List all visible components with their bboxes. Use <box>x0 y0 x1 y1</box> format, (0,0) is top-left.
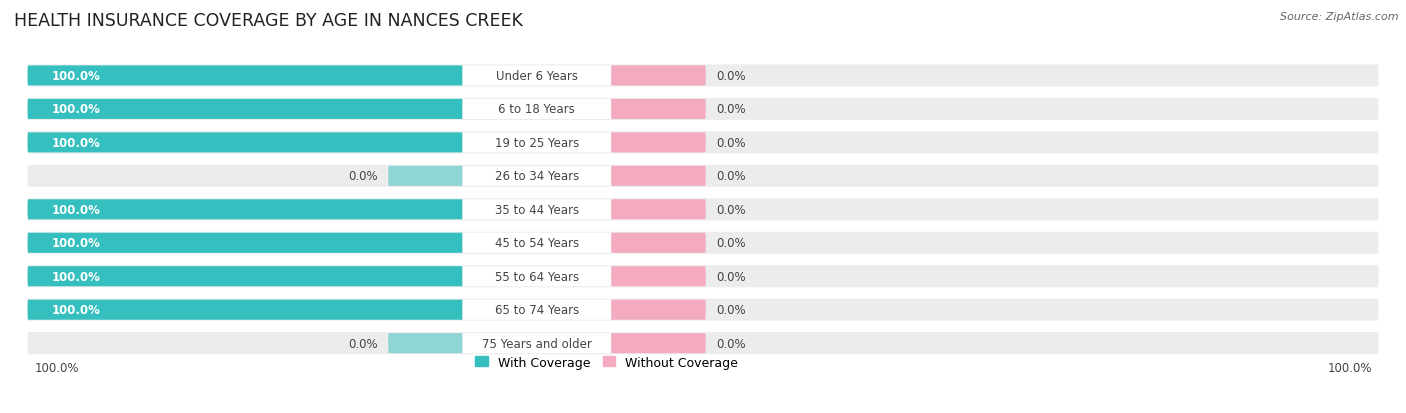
Text: 100.0%: 100.0% <box>52 103 101 116</box>
FancyBboxPatch shape <box>463 166 612 186</box>
Text: 19 to 25 Years: 19 to 25 Years <box>495 137 579 150</box>
Text: 0.0%: 0.0% <box>717 170 747 183</box>
Text: HEALTH INSURANCE COVERAGE BY AGE IN NANCES CREEK: HEALTH INSURANCE COVERAGE BY AGE IN NANC… <box>14 12 523 30</box>
FancyBboxPatch shape <box>463 266 612 287</box>
Text: 100.0%: 100.0% <box>1327 361 1372 374</box>
FancyBboxPatch shape <box>388 166 463 186</box>
FancyBboxPatch shape <box>463 233 612 253</box>
Text: 35 to 44 Years: 35 to 44 Years <box>495 203 579 216</box>
FancyBboxPatch shape <box>463 100 612 120</box>
Text: Under 6 Years: Under 6 Years <box>496 70 578 83</box>
Text: 0.0%: 0.0% <box>717 203 747 216</box>
Text: 0.0%: 0.0% <box>717 304 747 316</box>
FancyBboxPatch shape <box>612 333 706 354</box>
FancyBboxPatch shape <box>28 299 1378 321</box>
Text: 0.0%: 0.0% <box>717 103 747 116</box>
FancyBboxPatch shape <box>28 100 463 120</box>
FancyBboxPatch shape <box>28 165 1378 188</box>
FancyBboxPatch shape <box>28 133 463 153</box>
FancyBboxPatch shape <box>388 333 463 354</box>
FancyBboxPatch shape <box>28 233 463 253</box>
Text: 100.0%: 100.0% <box>52 203 101 216</box>
Text: 0.0%: 0.0% <box>717 270 747 283</box>
FancyBboxPatch shape <box>28 232 1378 254</box>
Text: 0.0%: 0.0% <box>347 337 377 350</box>
FancyBboxPatch shape <box>28 65 1378 87</box>
FancyBboxPatch shape <box>612 300 706 320</box>
Text: 100.0%: 100.0% <box>52 304 101 316</box>
FancyBboxPatch shape <box>612 133 706 153</box>
FancyBboxPatch shape <box>612 266 706 287</box>
Text: 100.0%: 100.0% <box>34 361 79 374</box>
FancyBboxPatch shape <box>28 332 1378 354</box>
Text: 0.0%: 0.0% <box>717 237 747 250</box>
Text: 0.0%: 0.0% <box>717 137 747 150</box>
Text: 75 Years and older: 75 Years and older <box>482 337 592 350</box>
Text: 100.0%: 100.0% <box>52 137 101 150</box>
Text: 26 to 34 Years: 26 to 34 Years <box>495 170 579 183</box>
FancyBboxPatch shape <box>612 100 706 120</box>
Text: 100.0%: 100.0% <box>52 237 101 250</box>
FancyBboxPatch shape <box>612 200 706 220</box>
Text: 100.0%: 100.0% <box>52 70 101 83</box>
FancyBboxPatch shape <box>463 333 612 354</box>
Text: 55 to 64 Years: 55 to 64 Years <box>495 270 579 283</box>
FancyBboxPatch shape <box>28 266 1378 287</box>
FancyBboxPatch shape <box>463 200 612 220</box>
FancyBboxPatch shape <box>28 66 463 86</box>
FancyBboxPatch shape <box>28 99 1378 121</box>
Text: 6 to 18 Years: 6 to 18 Years <box>499 103 575 116</box>
FancyBboxPatch shape <box>612 66 706 86</box>
FancyBboxPatch shape <box>28 200 463 220</box>
Text: 100.0%: 100.0% <box>52 270 101 283</box>
FancyBboxPatch shape <box>28 300 463 320</box>
FancyBboxPatch shape <box>463 66 612 86</box>
FancyBboxPatch shape <box>612 233 706 253</box>
FancyBboxPatch shape <box>612 166 706 186</box>
Legend: With Coverage, Without Coverage: With Coverage, Without Coverage <box>475 356 738 369</box>
FancyBboxPatch shape <box>28 132 1378 154</box>
Text: 45 to 54 Years: 45 to 54 Years <box>495 237 579 250</box>
Text: 0.0%: 0.0% <box>347 170 377 183</box>
Text: 0.0%: 0.0% <box>717 337 747 350</box>
Text: 65 to 74 Years: 65 to 74 Years <box>495 304 579 316</box>
Text: 0.0%: 0.0% <box>717 70 747 83</box>
FancyBboxPatch shape <box>463 300 612 320</box>
FancyBboxPatch shape <box>28 266 463 287</box>
Text: Source: ZipAtlas.com: Source: ZipAtlas.com <box>1281 12 1399 22</box>
FancyBboxPatch shape <box>463 133 612 153</box>
FancyBboxPatch shape <box>28 199 1378 221</box>
